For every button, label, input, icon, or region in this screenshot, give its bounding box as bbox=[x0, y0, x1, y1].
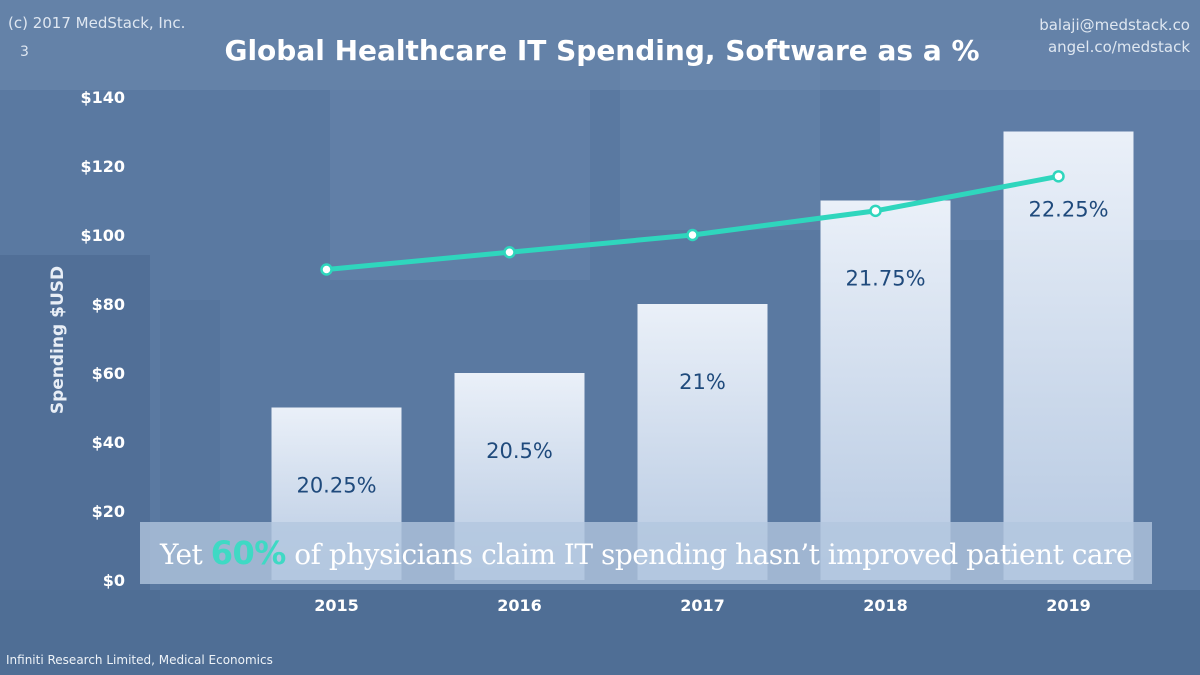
x-tick-label: 2015 bbox=[314, 596, 359, 615]
copyright-text: (c) 2017 MedStack, Inc. bbox=[8, 14, 186, 32]
x-tick-label: 2017 bbox=[680, 596, 725, 615]
y-tick-label: $60 bbox=[92, 364, 125, 383]
y-tick-label: $140 bbox=[80, 88, 125, 107]
y-tick-label: $100 bbox=[80, 226, 125, 245]
source-citation: Infiniti Research Limited, Medical Econo… bbox=[6, 653, 273, 667]
bar-data-label: 20.25% bbox=[296, 474, 376, 498]
callout-banner: Yet 60% of physicians claim IT spending … bbox=[140, 522, 1152, 584]
chart-title: Global Healthcare IT Spending, Software … bbox=[224, 34, 980, 67]
bar bbox=[820, 200, 951, 580]
line-point bbox=[869, 204, 882, 218]
bar bbox=[1003, 131, 1134, 580]
contact-link[interactable]: angel.co/medstack bbox=[1047, 38, 1190, 56]
y-tick-label: $20 bbox=[92, 502, 125, 521]
callout-highlight: 60% bbox=[210, 534, 287, 572]
contact-info: balaji@medstack.co angel.co/medstack bbox=[1039, 14, 1190, 58]
y-tick-label: $0 bbox=[103, 571, 125, 590]
callout-suffix: of physicians claim IT spending hasn’t i… bbox=[294, 538, 1133, 571]
bar-data-label: 22.25% bbox=[1028, 198, 1108, 222]
x-tick-label: 2019 bbox=[1046, 596, 1091, 615]
callout-prefix: Yet bbox=[159, 538, 203, 571]
slide-number: 3 bbox=[20, 44, 29, 60]
bar-data-label: 21.75% bbox=[845, 267, 925, 291]
line-point bbox=[320, 263, 333, 276]
bar-data-label: 21% bbox=[679, 370, 726, 394]
y-tick-label: $40 bbox=[92, 433, 125, 452]
callout-text: Yet 60% of physicians claim IT spending … bbox=[140, 534, 1152, 572]
contact-email[interactable]: balaji@medstack.co bbox=[1039, 16, 1190, 34]
line-point bbox=[686, 228, 699, 242]
y-tick-label: $120 bbox=[80, 157, 125, 176]
line-point bbox=[503, 246, 516, 259]
bar-data-label: 20.5% bbox=[486, 439, 553, 463]
line-point bbox=[1052, 170, 1065, 183]
x-tick-label: 2018 bbox=[863, 596, 908, 615]
x-tick-label: 2016 bbox=[497, 596, 542, 615]
y-tick-label: $80 bbox=[92, 295, 125, 314]
y-axis-title: Spending $USD bbox=[48, 266, 68, 414]
